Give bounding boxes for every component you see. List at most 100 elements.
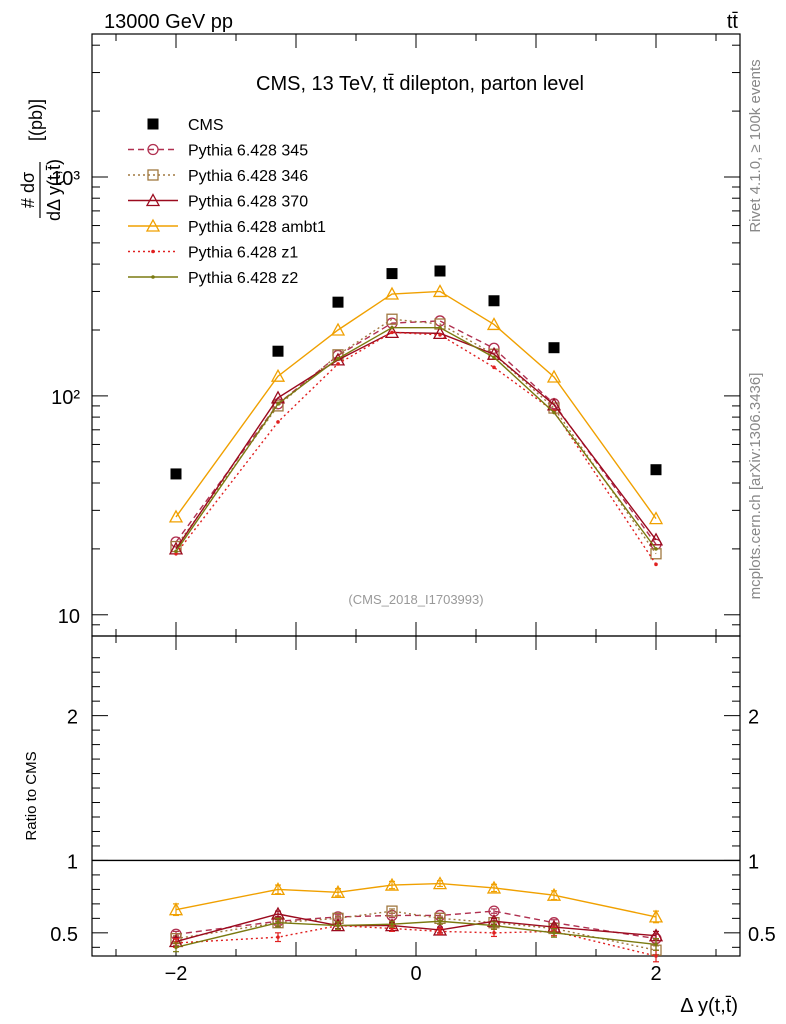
marker-dot <box>654 954 658 958</box>
main-y-axis-label: # dσ dΔ y(t,t̄) [(pb)] <box>18 99 64 221</box>
series-line <box>175 318 657 555</box>
ratio-line <box>175 910 657 951</box>
legend-item: Pythia 6.428 346 <box>128 168 308 185</box>
marker-triangle <box>648 511 664 525</box>
marker-dot <box>552 410 556 415</box>
marker-dot <box>654 942 658 947</box>
y-label-denominator: dΔ y(t,t̄) <box>44 159 64 221</box>
marker-triangle <box>270 368 286 382</box>
marker-square <box>386 313 398 325</box>
series-line <box>175 290 657 520</box>
marker-triangle <box>546 887 562 901</box>
marker-triangle <box>145 193 161 207</box>
ratio-y-tick-label: 2 <box>748 707 759 729</box>
marker-dot <box>438 929 442 934</box>
ratio-series-layer <box>168 876 664 963</box>
ratio-line <box>175 924 657 957</box>
series-pythia-6-428-370 <box>168 325 664 555</box>
marker-triangle <box>486 346 502 360</box>
ratio-y-tick-label: 0.5 <box>50 924 78 946</box>
marker-triangle <box>432 326 448 340</box>
marker-data <box>147 118 159 130</box>
marker-dot <box>151 249 155 254</box>
marker-dot <box>174 551 178 556</box>
marker-dot <box>336 362 340 366</box>
marker-circle <box>488 342 500 354</box>
marker-dot <box>492 365 496 370</box>
marker-square <box>147 169 159 181</box>
marker-data <box>434 265 446 277</box>
marker-dot <box>390 325 394 330</box>
process-label: tt̄ <box>727 11 739 33</box>
marker-dot <box>438 325 442 330</box>
marker-dot <box>492 931 496 935</box>
ratio-y-tick-label: 1 <box>748 851 759 873</box>
legend-label: CMS <box>188 117 224 134</box>
energy-label: 13000 GeV pp <box>104 11 233 33</box>
y-label-unit: [(pb)] <box>26 99 46 141</box>
x-tick-label: 2 <box>650 963 661 985</box>
y-tick-label: 10² <box>51 387 80 409</box>
marker-dot <box>654 562 658 567</box>
marker-dot <box>552 931 556 935</box>
legend-item: Pythia 6.428 370 <box>128 193 308 211</box>
marker-dot <box>276 935 280 939</box>
ratio-line <box>175 910 657 940</box>
series-pythia-6-428-ambt1 <box>168 284 664 525</box>
marker-dot <box>174 549 178 554</box>
legend-label: Pythia 6.428 370 <box>188 194 308 211</box>
series-pythia-6-428-z2 <box>174 325 658 554</box>
marker-dot <box>151 275 155 279</box>
ratio-plot-frame <box>91 635 741 957</box>
marker-dot <box>492 355 496 360</box>
marker-dot <box>438 919 442 924</box>
marker-triangle <box>432 284 448 298</box>
marker-dot <box>390 330 394 335</box>
analysis-id: (CMS_2018_I1703993) <box>348 592 483 607</box>
marker-triangle <box>145 218 161 232</box>
marker-triangle <box>384 286 400 300</box>
legend-label: Pythia 6.428 z2 <box>188 270 298 287</box>
marker-dot <box>276 420 280 424</box>
legend-label: Pythia 6.428 ambt1 <box>188 219 326 236</box>
ratio-series-pythia-6-428-370 <box>168 906 664 948</box>
marker-dot <box>336 356 340 361</box>
legend-item: Pythia 6.428 ambt1 <box>128 218 326 236</box>
ratio-series-pythia-6-428-z2 <box>173 917 659 953</box>
ratio-line <box>175 913 657 943</box>
series-pythia-6-428-346 <box>170 313 662 560</box>
marker-dot <box>654 547 658 551</box>
ratio-y-label: Ratio to CMS <box>23 751 40 840</box>
ratio-line <box>175 920 657 948</box>
marker-triangle <box>432 922 448 936</box>
legend-item: Pythia 6.428 z2 <box>128 270 298 287</box>
y-label-numerator: # dσ <box>18 172 38 208</box>
ratio-line <box>175 882 657 918</box>
series-line <box>175 320 657 545</box>
marker-dot <box>276 402 280 406</box>
marker-square <box>386 905 398 917</box>
marker-triangle <box>330 884 346 898</box>
legend-item: Pythia 6.428 345 <box>128 143 308 160</box>
legend: CMS Pythia 6.428 345 Pythia 6.428 346 Pythi… <box>128 117 326 287</box>
y-tick-label: 10³ <box>51 168 80 190</box>
marker-triangle <box>432 876 448 890</box>
series-cms <box>170 265 662 480</box>
marker-triangle <box>486 317 502 331</box>
series-line <box>175 331 657 550</box>
marker-triangle <box>648 909 664 923</box>
marker-dot <box>174 945 178 950</box>
marker-data <box>386 268 398 280</box>
marker-triangle <box>168 509 184 523</box>
marker-circle <box>147 143 159 156</box>
series-pythia-6-428-345 <box>170 315 662 550</box>
marker-data <box>332 296 344 308</box>
legend-label: Pythia 6.428 346 <box>188 168 308 185</box>
main-ticks: 10 10² 10³ <box>51 34 740 637</box>
x-axis-label: Δ y(t,t̄) <box>680 995 738 1017</box>
ratio-y-tick-label: 0.5 <box>748 924 776 946</box>
ratio-series-pythia-6-428-ambt1 <box>168 876 664 924</box>
marker-triangle <box>330 322 346 336</box>
series-line <box>175 326 657 552</box>
